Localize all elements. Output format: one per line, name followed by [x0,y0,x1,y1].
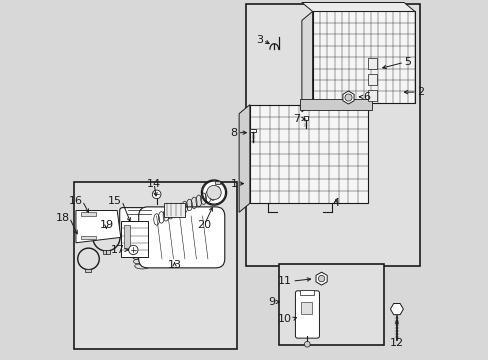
Text: 13: 13 [167,260,181,270]
Circle shape [152,190,161,199]
Text: 16: 16 [68,196,82,206]
Bar [124,225,129,248]
Text: 9: 9 [267,297,274,307]
Bar [249,129,256,132]
Bar [81,235,96,239]
Text: 6: 6 [362,92,369,102]
Bar [278,264,384,345]
Bar [121,221,147,257]
Bar [301,302,311,315]
Circle shape [318,275,324,282]
Circle shape [206,185,221,200]
Text: 10: 10 [278,314,292,324]
Text: 17: 17 [111,245,125,255]
Bar [85,269,91,272]
Bar [246,4,419,266]
Bar [215,181,220,184]
Text: 5: 5 [403,57,410,67]
Text: 14: 14 [147,179,161,189]
Text: 1: 1 [230,179,238,189]
Circle shape [344,94,351,101]
Bar [102,250,110,253]
Bar [74,182,237,348]
Polygon shape [312,12,414,103]
Text: 18: 18 [55,213,69,222]
Bar [303,116,307,121]
Text: 19: 19 [99,220,113,230]
Circle shape [128,245,138,255]
Text: 2: 2 [416,87,423,97]
Text: 8: 8 [230,128,237,138]
FancyBboxPatch shape [139,207,224,268]
Circle shape [304,341,309,347]
Polygon shape [300,99,371,110]
Polygon shape [239,105,249,212]
Text: 20: 20 [197,220,211,230]
Bar [367,58,376,69]
Text: 12: 12 [389,338,403,348]
Polygon shape [301,3,414,12]
Text: 3: 3 [256,35,263,45]
Bar [367,90,376,101]
Polygon shape [301,12,312,112]
Bar [300,291,314,295]
Bar [81,212,96,216]
Text: 11: 11 [278,276,292,286]
Polygon shape [249,105,367,203]
Bar [163,203,185,217]
FancyBboxPatch shape [120,208,161,237]
Bar [367,74,376,85]
Text: 7: 7 [292,114,300,124]
Text: 4: 4 [332,198,339,208]
Circle shape [202,181,225,204]
Text: 15: 15 [108,196,122,206]
Polygon shape [76,211,121,243]
FancyBboxPatch shape [295,291,319,338]
